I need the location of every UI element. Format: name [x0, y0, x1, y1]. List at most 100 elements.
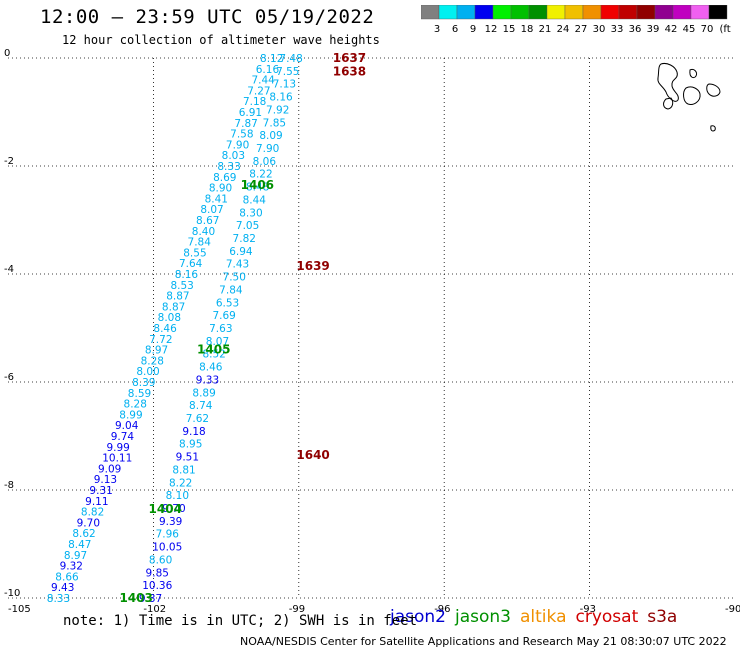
wave-height-value: 7.44	[251, 75, 275, 87]
wave-height-value: 7.27	[247, 85, 270, 97]
wave-height-value: 7.05	[236, 220, 259, 232]
wave-height-value: 8.97	[64, 550, 87, 562]
wave-height-value: 7.84	[219, 284, 243, 296]
wave-height-value: 9.37	[139, 593, 162, 605]
wave-height-value: 8.81	[172, 464, 195, 476]
colorbar-label: 45	[683, 24, 696, 35]
wave-height-value: 8.33	[217, 161, 240, 173]
wave-height-value: 8.87	[162, 301, 185, 313]
wave-height-value: 9.32	[60, 561, 83, 573]
wave-height-value: 6.53	[216, 297, 239, 309]
pass-time-label: 1639	[296, 259, 329, 273]
wave-height-value: 8.10	[166, 490, 189, 502]
pass-time-label: 1638	[333, 65, 366, 79]
colorbar-label: 21	[539, 24, 552, 35]
wave-height-value: 8.48	[246, 182, 269, 194]
credit-line: NOAA/NESDIS Center for Satellite Applica…	[240, 635, 727, 648]
wave-height-value: 7.13	[273, 79, 296, 91]
wave-height-value: 8.59	[128, 388, 151, 400]
island-north	[689, 69, 697, 79]
wave-height-value: 9.39	[159, 516, 182, 528]
colorbar-label: 36	[629, 24, 642, 35]
wave-height-value: 8.16	[175, 269, 199, 281]
map-subtitle: 12 hour collection of altimeter wave hei…	[62, 33, 380, 47]
colorbar-label: 9	[470, 24, 476, 35]
wave-height-value: 8.60	[149, 554, 172, 566]
y-tick-label: -8	[4, 480, 14, 491]
colorbar-swatch	[708, 5, 728, 20]
wave-height-value: 9.85	[146, 567, 169, 579]
legend-item-s3a: s3a	[647, 607, 678, 627]
pass-time-label: 1406	[241, 178, 274, 192]
x-tick-label: -90	[725, 604, 740, 612]
x-tick-label: -93	[580, 604, 596, 612]
y-tick-label: -6	[4, 372, 14, 383]
wave-height-value: 7.48	[279, 53, 302, 65]
wave-height-value: 8.90	[209, 183, 232, 195]
colorbar-label: 24	[557, 24, 570, 35]
wave-height-value: 7.90	[226, 139, 249, 151]
wave-height-value: 8.55	[183, 247, 206, 259]
wave-height-value: 8.09	[259, 130, 282, 142]
wave-height-value: 8.16	[269, 92, 293, 104]
colorbar-label: 70	[701, 24, 714, 35]
wave-height-value: 8.44	[243, 194, 267, 206]
wave-height-value: 9.13	[94, 474, 117, 486]
wave-height-value: 8.28	[141, 355, 164, 367]
wave-height-value: 8.74	[189, 400, 213, 412]
wave-height-value: 8.46	[199, 362, 223, 374]
wave-height-value: 6.16	[256, 64, 280, 76]
wave-height-value: 7.69	[212, 310, 235, 322]
wave-height-value: 9.70	[162, 503, 185, 515]
wave-height-value: 6.94	[229, 246, 253, 258]
wave-height-value: 8.33	[47, 593, 70, 605]
wave-height-value: 8.95	[179, 439, 202, 451]
wave-height-value: 8.22	[249, 169, 272, 181]
pass-time-label: 1640	[296, 448, 329, 462]
y-tick-label: -4	[4, 264, 14, 275]
wave-height-value: 8.28	[124, 399, 147, 411]
pass-time-label: 1404	[149, 502, 182, 516]
island-south	[663, 97, 674, 110]
legend-item-jason3: jason3	[455, 607, 511, 627]
wave-height-value: 8.53	[170, 280, 193, 292]
wave-height-value: 10.36	[142, 580, 172, 592]
colorbar-label: 15	[503, 24, 516, 35]
wave-height-value: 8.69	[213, 172, 236, 184]
colorbar-label: 27	[575, 24, 588, 35]
wave-height-value: 7.96	[156, 529, 180, 541]
wave-height-value: 9.70	[77, 517, 100, 529]
pass-time-label: 1405	[197, 343, 230, 357]
wave-height-value: 8.62	[72, 528, 95, 540]
satellite-legend: jason2 jason3 altika cryosat s3a	[390, 607, 686, 627]
wave-height-value: 7.18	[243, 96, 266, 108]
y-tick-label: 0	[4, 48, 10, 59]
wave-height-value: 7.87	[234, 118, 257, 130]
wave-height-value: 9.43	[51, 582, 74, 594]
wave-height-value: 8.39	[132, 377, 155, 389]
wave-height-value: 8.41	[205, 193, 228, 205]
wave-height-value: 9.11	[85, 496, 108, 508]
colorbar-label: 39	[647, 24, 660, 35]
wave-height-value: 7.82	[233, 233, 256, 245]
wave-height-value: 7.72	[149, 334, 172, 346]
legend-item-altika: altika	[520, 607, 567, 627]
wave-height-value: 8.08	[158, 312, 181, 324]
wave-height-value: 8.52	[202, 349, 225, 361]
colorbar-label: 3	[434, 24, 440, 35]
wave-height-value: 8.40	[192, 226, 215, 238]
wave-height-value: 9.33	[196, 374, 219, 386]
y-tick-label: -2	[4, 156, 14, 167]
wave-height-value: 8.67	[196, 215, 219, 227]
wave-height-value: 8.22	[169, 477, 192, 489]
map-frame: 0 -2 -4 -6 -8 -10 -105 -102 -99 -96 -93 -90	[4, 48, 740, 612]
wave-height-value: 8.46	[153, 323, 177, 335]
wave-height-value: 7.50	[223, 272, 246, 284]
legend-item-jason2: jason2	[390, 607, 446, 627]
colorbar-label: 30	[593, 24, 606, 35]
wave-height-value: 8.06	[253, 156, 277, 168]
wave-height-value: 7.43	[226, 259, 249, 271]
wave-height-value: 7.55	[276, 66, 299, 78]
wave-height-value: 7.64	[179, 258, 203, 270]
